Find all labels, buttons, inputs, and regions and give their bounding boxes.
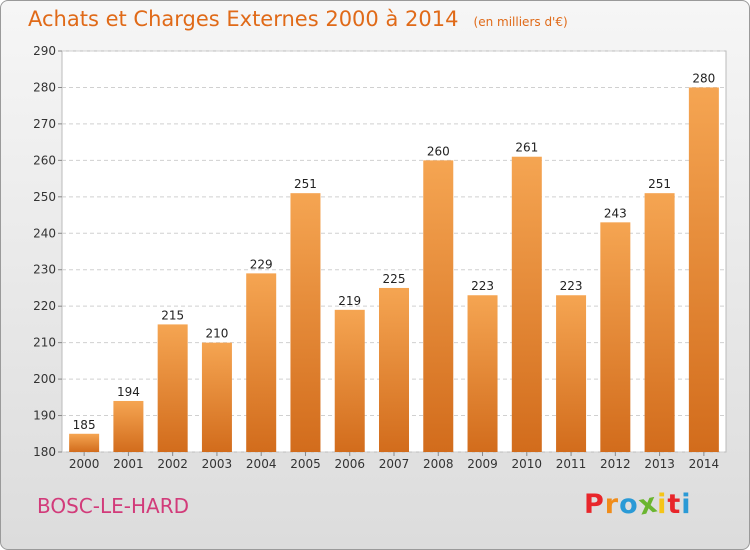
bar [157,324,188,452]
y-tick-label: 190 [33,409,56,423]
bar [69,433,100,452]
x-tick-label: 2010 [512,457,543,471]
y-tick-label: 200 [33,372,56,386]
bars: 185 194 215 210 229 251 219 225 260 223 261 223 243 2… [69,71,719,453]
x-tick-label: 2003 [202,457,233,471]
x-tick-label: 2005 [290,457,321,471]
y-tick-label: 250 [33,190,56,204]
y-tick-label: 180 [33,445,56,459]
x-tick-label: 2013 [644,457,675,471]
bar-value-label: 215 [161,308,184,322]
bar [423,160,454,452]
y-tick-label: 290 [33,44,56,58]
bar-value-label: 280 [692,71,715,85]
bar [379,287,409,452]
bar [511,156,542,452]
bar [600,222,631,452]
x-tick-label: 2008 [423,457,454,471]
logo-letter: i [657,489,668,520]
bar-value-label: 219 [338,294,361,308]
y-tick-label: 260 [33,153,56,167]
bar [334,309,365,452]
bar [556,295,587,452]
bar-value-label: 225 [383,272,406,286]
bar [290,193,321,452]
bar-value-label: 243 [604,206,627,220]
logo-letter: i [681,489,692,520]
chart-title: Achats et Charges Externes 2000 à 2014 [28,7,459,31]
bar-value-label: 185 [73,418,96,432]
y-tick-label: 230 [33,263,56,277]
x-tick-label: 2000 [69,457,100,471]
bar-value-label: 261 [515,141,538,155]
y-tick-label: 240 [33,226,56,240]
title-row: Achats et Charges Externes 2000 à 2014 (… [28,7,568,31]
bar-value-label: 251 [294,177,317,191]
x-tick-label: 2001 [113,457,144,471]
bar-value-label: 260 [427,144,450,158]
logo-letter: r [604,489,620,520]
x-tick-label: 2002 [157,457,188,471]
bar-value-label: 223 [560,279,583,293]
y-tick-label: 280 [33,80,56,94]
bar [644,193,675,452]
logo-letter: t [667,489,682,520]
bar [467,295,498,452]
bar [201,342,232,452]
y-tick-label: 210 [33,336,56,350]
bar-value-label: 251 [648,177,671,191]
x-axis: 2000 2001 2002 2003 2004 2005 2006 2007 2008 2009… [69,452,719,471]
bar-value-label: 229 [250,257,273,271]
logo-letter: P [584,489,605,520]
x-tick-label: 2007 [379,457,410,471]
bar-value-label: 210 [205,327,228,341]
y-tick-label: 220 [33,299,56,313]
bar [246,273,277,452]
bar [688,87,719,453]
bar-value-label: 223 [471,279,494,293]
x-tick-label: 2012 [600,457,631,471]
x-tick-label: 2014 [689,457,720,471]
x-tick-label: 2004 [246,457,277,471]
y-axis: 180 190 200 210 220 230 240 250 260 270 280 290 [33,44,62,459]
bar-value-label: 194 [117,385,140,399]
x-tick-label: 2009 [467,457,498,471]
bar [113,400,144,452]
logo-letter: o [619,489,639,520]
commune-name: BOSC-LE-HARD [37,494,190,518]
x-tick-label: 2011 [556,457,587,471]
chart-subtitle: (en milliers d'€) [473,15,568,29]
y-tick-label: 270 [33,117,56,131]
x-tick-label: 2006 [334,457,365,471]
proxiti-logo: Proxiti [584,487,692,521]
